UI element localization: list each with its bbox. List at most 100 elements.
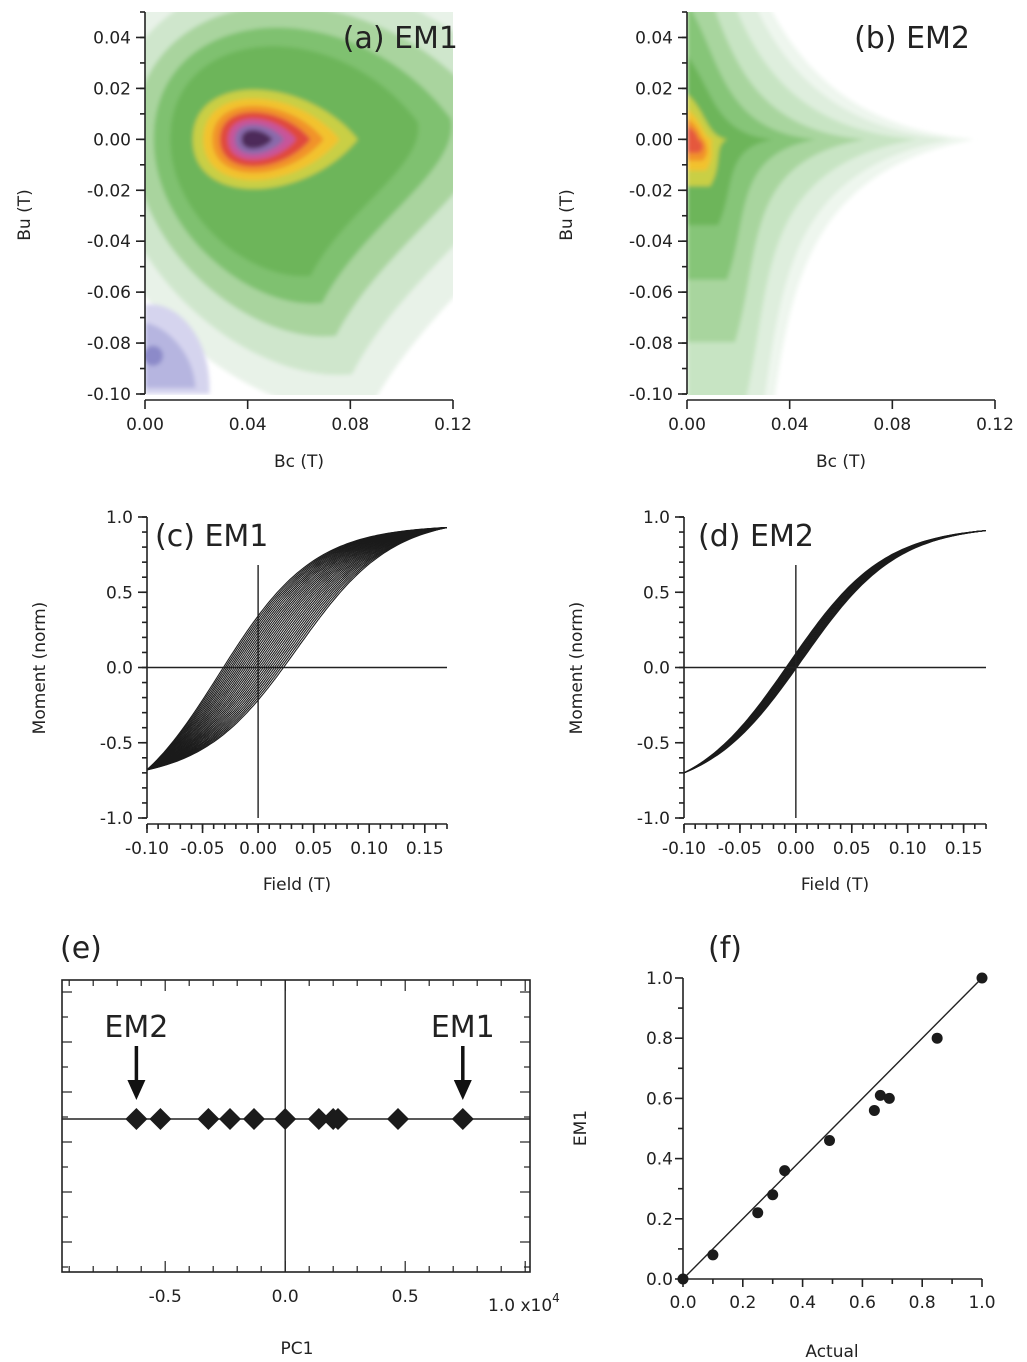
forc-curve [684,529,986,774]
y-tick-label: 0.5 [643,583,670,603]
y-tick-label: -1.0 [637,809,670,829]
em1-point [824,1135,836,1147]
x-tick-label: 0.00 [126,415,164,435]
x-tick-label: 0.4 [789,1293,816,1313]
axes-b: 0.00 0.04 0.08 0.12 0.04 0.02 0.00 -0.02 -0.04 -0… [629,11,1014,435]
forc-curve [684,529,986,774]
heatmap-contours [687,12,975,395]
pc1-point [197,1108,220,1130]
forc-curve [147,526,447,771]
x-tick-label: -0.05 [181,839,225,859]
forc-curve [147,526,447,771]
em1-point [874,1089,886,1101]
x-tick-label: 0.0 [669,1293,696,1313]
x-tick-label: 0.12 [976,415,1014,435]
panel-d-xlabel: Field (T) [801,875,869,895]
y-tick-label: 0.4 [646,1150,673,1170]
x-tick-label: 0.05 [295,839,333,859]
panel-e-pc1-scores: -0.5 0.0 0.5 EM2 EM1 (e) PC1 1.0 x104 [60,931,560,1359]
em1-point [752,1207,764,1219]
x-tick-label: 0.10 [350,839,388,859]
y-tick-label: 0.00 [635,130,673,150]
x-tick-label: 0.2 [729,1293,756,1313]
heatmap-contours [145,12,453,395]
panel-a-ylabel: Bu (T) [15,189,35,241]
x-tick-label: 0.04 [229,415,267,435]
y-tick-label: -0.02 [629,181,673,201]
negative-mid [145,322,196,388]
x-tick-label: 0.04 [771,415,809,435]
forc-curve [684,529,986,774]
multiplier-exponent: 4 [552,1291,560,1305]
y-tick-label: 0.8 [646,1029,673,1049]
negative-core [145,345,163,366]
contour-level-9 [687,126,703,153]
pc1-point [307,1108,330,1130]
x-tick-label: 0.00 [668,415,706,435]
pc1-point [149,1108,172,1130]
em1-point [868,1104,880,1116]
pc1-point [327,1108,349,1130]
forc-curve [147,526,447,771]
heatmap-em2 [687,12,975,395]
y-tick-label: -0.5 [100,734,133,754]
axes-d: -0.10 -0.05 0.00 0.05 0.10 0.15 1.0 0.5 0.0 -0.5 -… [637,508,987,859]
y-tick-label: -0.08 [87,334,131,354]
annotation-arrow-head [453,1080,472,1100]
forc-curve [147,526,447,771]
panel-e-title: (e) [60,931,102,966]
y-tick-label: 1.0 [106,508,133,528]
x-tick-label: 1.0 [968,1293,995,1313]
axes-c: -0.10 -0.05 0.00 0.05 0.10 0.15 1.0 0.5 0.0 -0.5 -… [100,508,448,859]
panel-b-em2-forc: 0.00 0.04 0.08 0.12 0.04 0.02 0.00 -0.02 -0.04 -0… [557,11,1014,472]
curve-family [684,529,986,774]
x-tick-label: 0.00 [777,839,815,859]
forc-curve [147,526,447,771]
x-tick-label: -0.5 [149,1287,182,1307]
x-tick-label: -0.10 [662,839,706,859]
panel-b-title: (b) EM2 [854,21,970,56]
forc-curve [147,526,447,771]
em1-vs-actual-plot: 0.0 0.2 0.4 0.6 0.8 1.0 1.0 0.8 0.6 0.4 0.2 0.0 [646,969,996,1313]
x-tick-label: 0.10 [889,839,927,859]
frame [61,979,531,1273]
pc1-point [219,1108,241,1130]
axes-a: 0.00 0.04 0.08 0.12 0.04 0.02 0.00 -0.02 -0.04 -0… [87,11,472,435]
forc-curve [684,529,986,774]
panel-d-title: (d) EM2 [698,519,814,554]
em1-point [767,1189,779,1201]
x-tick-label: 0.5 [392,1287,419,1307]
forc-curve [684,529,986,774]
panel-a-title: (a) EM1 [343,21,458,56]
forc-curves-em2 [684,529,986,774]
forc-curve [684,529,986,774]
em1-point [779,1165,791,1177]
forc-curve [147,526,447,771]
one-to-one-line [682,977,983,1280]
y-tick-label: -0.08 [629,334,673,354]
forc-curves-em1 [147,526,447,771]
forc-curve [147,526,447,771]
forc-curve [684,529,986,774]
y-tick-label: 0.02 [635,79,673,99]
y-tick-label: 0.6 [646,1089,673,1109]
y-tick-label: -0.06 [629,283,673,303]
y-tick-label: 0.0 [646,1270,673,1290]
pc1-point [125,1108,148,1130]
multiplier-base: 1.0 x10 [488,1296,552,1316]
annotation-em2: EM2 [104,1010,168,1045]
panel-a-xlabel: Bc (T) [274,452,324,472]
heatmap-em1 [145,12,453,395]
x-tick-label: 0.15 [406,839,444,859]
annotation-em1: EM1 [431,1010,495,1045]
y-tick-label: -0.5 [637,734,670,754]
em1-point [931,1032,943,1044]
em1-point [707,1249,719,1261]
y-tick-label: -0.02 [87,181,131,201]
y-tick-label: 0.04 [635,28,673,48]
panel-c-em1-curves: -0.10 -0.05 0.00 0.05 0.10 0.15 1.0 0.5 0.0 -0.5 -… [30,508,448,895]
panel-f-ylabel: EM1 [571,1110,591,1146]
y-tick-label: 0.0 [106,659,133,679]
pc1-point [451,1108,474,1130]
y-tick-label: -1.0 [100,809,133,829]
